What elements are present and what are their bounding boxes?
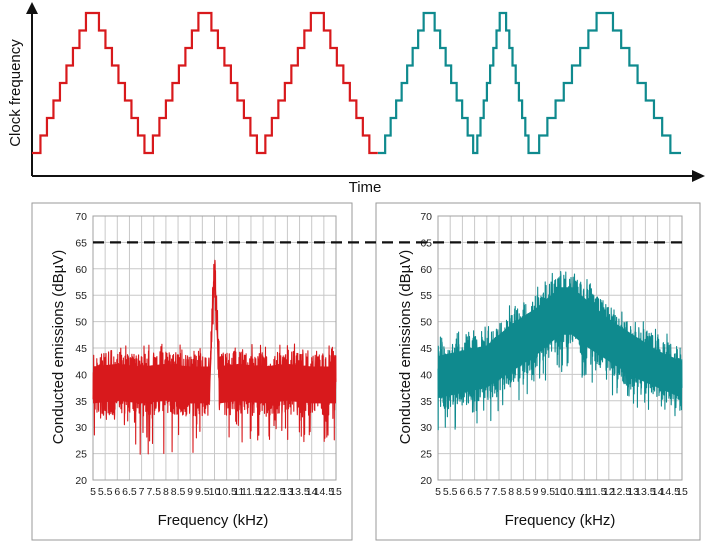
x-tick-label: 15 <box>676 486 688 498</box>
y-tick-label: 40 <box>75 369 87 381</box>
x-tick-label: 7.5 <box>492 486 507 498</box>
y-tick-label: 50 <box>75 317 87 329</box>
xlabel-right: Frequency (kHz) <box>505 512 616 529</box>
y-tick-label: 55 <box>420 290 432 302</box>
x-tick-label: 14.5 <box>660 486 681 498</box>
clock-frequency-panel: Clock frequency Time <box>7 2 705 196</box>
x-tick-label: 11 <box>233 486 244 498</box>
x-tick-label: 13.5 <box>289 486 310 498</box>
x-tick-label: 10.5 <box>216 486 237 498</box>
x-tick-label: 13 <box>627 486 639 498</box>
fixed-clock-staircase <box>32 11 378 155</box>
x-tick-label: 10 <box>554 486 566 498</box>
x-tick-label: 10 <box>209 486 221 498</box>
y-tick-label: 40 <box>420 369 432 381</box>
x-tick-label: 7 <box>484 486 490 498</box>
y-tick-label: 65 <box>75 237 87 249</box>
y-tick-label: 20 <box>75 475 87 487</box>
emission-band <box>93 258 336 404</box>
ylabel-left: Conducted emissions (dBµV) <box>50 250 67 445</box>
y-tick-label: 25 <box>420 449 432 461</box>
xlabel-left: Frequency (kHz) <box>158 512 269 529</box>
x-tick-label: 13.5 <box>635 486 656 498</box>
ylabel-right: Conducted emissions (dBµV) <box>397 250 414 445</box>
top-x-arrow-icon <box>692 170 705 182</box>
x-tick-label: 8 <box>163 486 169 498</box>
emission-band <box>438 287 682 399</box>
x-tick-label: 6 <box>114 486 120 498</box>
y-tick-label: 25 <box>75 449 87 461</box>
spread-spectrum-staircase <box>378 11 682 155</box>
y-tick-label: 45 <box>75 343 87 355</box>
x-tick-label: 5.5 <box>98 486 113 498</box>
y-tick-label: 30 <box>420 422 432 434</box>
top-xlabel: Time <box>349 179 382 196</box>
x-tick-label: 7 <box>139 486 145 498</box>
x-tick-label: 9 <box>533 486 539 498</box>
plot-area-right: 5 5.5 6 6.5 7 7.5 8 8.5 9 9.5 1010.51111.51212.513… <box>420 211 688 498</box>
x-tick-label: 9.5 <box>195 486 210 498</box>
x-tick-label: 14.5 <box>314 486 335 498</box>
y-tick-label: 45 <box>420 343 432 355</box>
top-axes <box>26 2 705 182</box>
y-tick-label: 35 <box>75 396 87 408</box>
x-tick-label: 5.5 <box>443 486 458 498</box>
x-tick-label: 6.5 <box>122 486 137 498</box>
y-tick-label: 30 <box>75 422 87 434</box>
x-tick-label: 12.5 <box>265 486 286 498</box>
x-tick-label: 11.5 <box>241 486 261 498</box>
x-tick-label: 14 <box>306 486 318 498</box>
x-tick-label: 14 <box>652 486 664 498</box>
emission-trace <box>437 271 683 431</box>
x-tick-label: 7.5 <box>146 486 161 498</box>
plot-area-left: 5 5.5 6 6.5 7 7.5 8 8.5 9 9.5 1010.51111.51212.513… <box>75 211 342 498</box>
x-tick-label: 8.5 <box>516 486 531 498</box>
x-tick-label: 12.5 <box>611 486 632 498</box>
x-tick-label: 5 <box>90 486 96 498</box>
x-tick-label: 6 <box>459 486 465 498</box>
x-tick-label: 15 <box>330 486 342 498</box>
x-tick-label: 6.5 <box>467 486 482 498</box>
plot-border <box>92 215 337 481</box>
x-tick-label: 9 <box>187 486 193 498</box>
x-tick-label: 5 <box>435 486 441 498</box>
y-tick-label: 50 <box>420 317 432 329</box>
y-tick-label: 60 <box>75 264 87 276</box>
x-tick-label: 8.5 <box>171 486 186 498</box>
x-tick-label: 10.5 <box>562 486 583 498</box>
y-tick-label: 35 <box>420 396 432 408</box>
x-tick-label: 12 <box>257 486 269 498</box>
x-tick-label: 9.5 <box>540 486 555 498</box>
x-tick-label: 12 <box>603 486 615 498</box>
top-ylabel: Clock frequency <box>7 39 24 147</box>
x-tick-label: 11 <box>579 486 590 498</box>
x-tick-label: 13 <box>282 486 294 498</box>
chart-spread-spectrum: 5 5.5 6 6.5 7 7.5 8 8.5 9 9.5 1010.51111.51212.513… <box>375 202 701 541</box>
y-tick-label: 70 <box>420 211 432 223</box>
x-tick-label: 8 <box>508 486 514 498</box>
y-tick-label: 60 <box>420 264 432 276</box>
x-tick-label: 11.5 <box>587 486 607 498</box>
y-tick-label: 55 <box>75 290 87 302</box>
y-tick-label: 70 <box>75 211 87 223</box>
y-tick-label: 20 <box>420 475 432 487</box>
chart-fixed-frequency: 5 5.5 6 6.5 7 7.5 8 8.5 9 9.5 1010.51111.51212.513… <box>31 202 353 541</box>
top-y-arrow-icon <box>26 2 38 14</box>
